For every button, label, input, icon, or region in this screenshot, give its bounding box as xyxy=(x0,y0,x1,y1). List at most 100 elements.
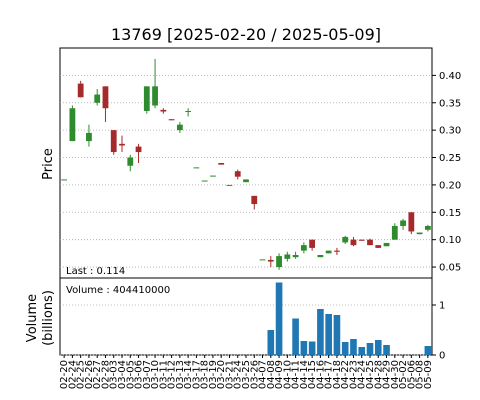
x-tick-label: 02-27 xyxy=(92,360,103,389)
candle-body xyxy=(408,212,415,232)
x-tick-label: 04-18 xyxy=(332,360,343,389)
price-panel xyxy=(59,47,433,279)
candle-body xyxy=(160,109,167,112)
x-tick-label: 02-24 xyxy=(67,360,78,389)
y-tick-label: 0.20 xyxy=(439,180,461,191)
x-tick-label: 03-04 xyxy=(117,360,128,389)
candle-body xyxy=(424,225,431,230)
x-tick-label: 05-09 xyxy=(423,360,434,389)
y-tick-label: 0.35 xyxy=(439,98,461,109)
x-tick-label: 03-03 xyxy=(109,360,120,389)
x-tick-label: 03-07 xyxy=(142,360,153,389)
x-tick-label: 03-20 xyxy=(216,360,227,389)
volume-axis-label: (billions) xyxy=(41,290,56,346)
x-tick-label: 04-17 xyxy=(324,360,335,389)
x-tick-label: 04-22 xyxy=(340,360,351,389)
candle-body xyxy=(251,195,258,205)
x-tick-label: 04-29 xyxy=(382,360,393,389)
x-tick-label: 03-05 xyxy=(125,360,136,389)
volume-bar xyxy=(374,340,382,355)
y-tick-label: 0.05 xyxy=(439,263,461,274)
candle-body xyxy=(309,239,316,248)
x-tick-label: 03-18 xyxy=(200,360,211,389)
x-tick-label: 04-30 xyxy=(390,360,401,389)
x-tick-label: 03-10 xyxy=(150,360,161,389)
x-tick-label: 03-06 xyxy=(134,360,145,389)
volume-bar xyxy=(383,345,390,355)
volume-bar xyxy=(325,314,332,355)
candle-body xyxy=(259,259,266,261)
volume-bar xyxy=(308,341,316,355)
candle-body xyxy=(284,254,291,259)
x-tick-label: 03-26 xyxy=(249,360,260,389)
candle-body xyxy=(367,239,373,246)
x-tick-label: 05-08 xyxy=(415,360,426,389)
x-tick-label: 02-26 xyxy=(84,360,95,389)
candle-body xyxy=(267,259,274,262)
candle-body xyxy=(152,86,158,106)
volume-bar xyxy=(292,318,299,355)
y-tick-label: 0.10 xyxy=(439,235,461,246)
candle-body xyxy=(292,255,299,258)
candle-body xyxy=(61,179,68,181)
candle-body xyxy=(127,157,134,166)
x-tick-label: 04-09 xyxy=(274,360,285,389)
candle-body xyxy=(226,184,233,186)
candle-body xyxy=(110,130,117,153)
x-tick-label: 04-16 xyxy=(315,360,326,389)
x-tick-label: 04-10 xyxy=(282,360,293,389)
x-tick-label: 05-02 xyxy=(398,360,409,389)
candle-body xyxy=(210,175,216,177)
volume-annotation: Volume : 404410000 xyxy=(66,285,170,296)
candle-body xyxy=(300,245,307,251)
x-tick-label: 02-28 xyxy=(100,360,111,389)
candle-body xyxy=(69,108,76,142)
candle-body xyxy=(342,236,349,243)
x-tick-label: 04-11 xyxy=(291,360,302,389)
chart-title: 13769 [2025-02-20 / 2025-05-09] xyxy=(111,25,381,44)
x-tick-label: 02-20 xyxy=(59,360,70,389)
candle-body xyxy=(234,171,241,177)
volume-bar xyxy=(350,339,357,355)
volume-axis-label: Volume xyxy=(25,294,40,342)
volume-bar xyxy=(358,347,366,355)
candle-body xyxy=(325,250,332,254)
candle-body xyxy=(102,86,109,109)
candle-body xyxy=(383,242,390,247)
volume-bar xyxy=(300,341,308,355)
candle-body xyxy=(317,255,324,258)
volume-bar xyxy=(424,346,432,355)
candle-body xyxy=(400,220,406,226)
candle-body xyxy=(391,225,398,240)
candle-body xyxy=(86,132,92,142)
x-tick-label: 03-19 xyxy=(208,360,219,389)
volume-bar xyxy=(341,342,349,355)
y-tick-label: 0.25 xyxy=(439,153,461,164)
candle-body xyxy=(416,232,423,235)
last-annotation: Last : 0.114 xyxy=(66,266,125,277)
candle-body xyxy=(176,124,183,131)
x-tick-label: 04-08 xyxy=(266,360,277,389)
x-tick-label: 03-21 xyxy=(224,360,235,389)
x-tick-label: 03-12 xyxy=(167,360,178,389)
volume-bar xyxy=(333,315,341,355)
x-tick-label: 04-28 xyxy=(373,360,384,389)
candle-body xyxy=(77,83,84,98)
candle-body xyxy=(168,119,175,121)
candle-body xyxy=(94,94,101,103)
candle-body xyxy=(358,239,365,241)
x-tick-label: 03-11 xyxy=(158,360,169,389)
candle-body xyxy=(243,179,249,183)
x-tick-label: 03-13 xyxy=(175,360,186,389)
x-tick-label: 04-23 xyxy=(348,360,359,389)
candle-body xyxy=(276,256,282,268)
candle-body xyxy=(193,167,200,169)
x-tick-label: 04-14 xyxy=(299,360,310,389)
x-tick-label: 04-15 xyxy=(307,360,318,389)
volume-bar xyxy=(317,309,324,355)
x-tick-label: 03-25 xyxy=(241,360,252,389)
x-tick-label: 03-14 xyxy=(183,360,194,389)
candle-body xyxy=(201,180,208,182)
x-tick-label: 05-06 xyxy=(406,360,417,389)
